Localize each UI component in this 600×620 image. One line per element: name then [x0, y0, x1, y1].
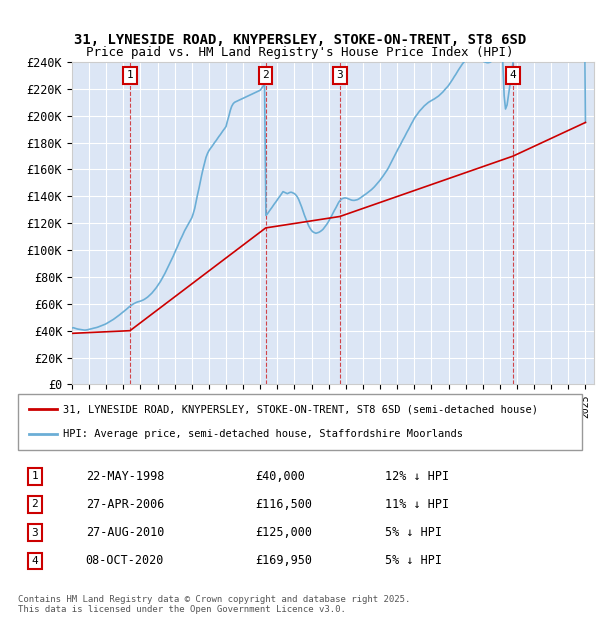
Text: HPI: Average price, semi-detached house, Staffordshire Moorlands: HPI: Average price, semi-detached house,…	[63, 429, 463, 439]
Text: 2: 2	[262, 71, 269, 81]
Text: 22-MAY-1998: 22-MAY-1998	[86, 470, 164, 483]
Text: 11% ↓ HPI: 11% ↓ HPI	[385, 498, 449, 511]
Text: Contains HM Land Registry data © Crown copyright and database right 2025.
This d: Contains HM Land Registry data © Crown c…	[18, 595, 410, 614]
Text: 31, LYNESIDE ROAD, KNYPERSLEY, STOKE-ON-TRENT, ST8 6SD (semi-detached house): 31, LYNESIDE ROAD, KNYPERSLEY, STOKE-ON-…	[63, 404, 538, 414]
Text: Price paid vs. HM Land Registry's House Price Index (HPI): Price paid vs. HM Land Registry's House …	[86, 46, 514, 59]
Text: 2: 2	[32, 500, 38, 510]
Text: 12% ↓ HPI: 12% ↓ HPI	[385, 470, 449, 483]
Text: 3: 3	[337, 71, 343, 81]
Text: 27-AUG-2010: 27-AUG-2010	[86, 526, 164, 539]
Text: 08-OCT-2020: 08-OCT-2020	[86, 554, 164, 567]
FancyBboxPatch shape	[18, 394, 582, 450]
Text: £169,950: £169,950	[255, 554, 312, 567]
Text: £116,500: £116,500	[255, 498, 312, 511]
Text: £125,000: £125,000	[255, 526, 312, 539]
Text: £40,000: £40,000	[255, 470, 305, 483]
Text: 3: 3	[32, 528, 38, 538]
Text: 27-APR-2006: 27-APR-2006	[86, 498, 164, 511]
Text: 4: 4	[32, 556, 38, 566]
Text: 4: 4	[509, 71, 517, 81]
Text: 5% ↓ HPI: 5% ↓ HPI	[385, 526, 442, 539]
Text: 5% ↓ HPI: 5% ↓ HPI	[385, 554, 442, 567]
Text: 1: 1	[32, 471, 38, 481]
Text: 31, LYNESIDE ROAD, KNYPERSLEY, STOKE-ON-TRENT, ST8 6SD: 31, LYNESIDE ROAD, KNYPERSLEY, STOKE-ON-…	[74, 33, 526, 47]
Text: 1: 1	[127, 71, 133, 81]
